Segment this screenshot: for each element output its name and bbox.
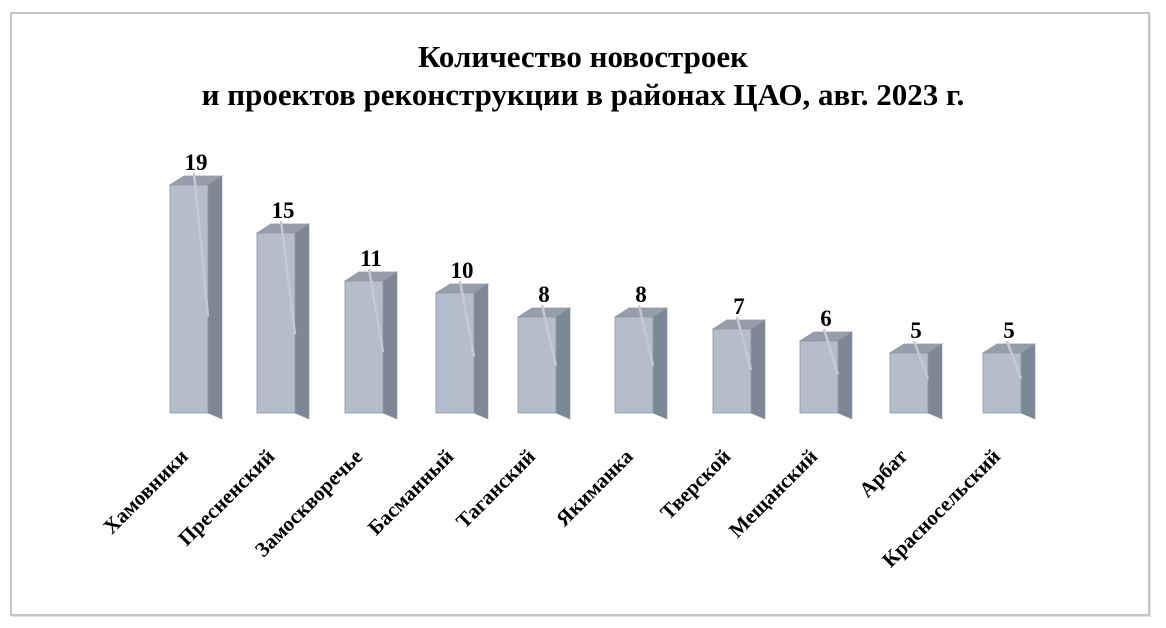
chart-title: Количество новостроек и проектов реконст… — [0, 38, 1166, 114]
value-leader-line — [822, 328, 840, 375]
bar-side-face — [750, 319, 766, 420]
bar-value-label: 8 — [635, 282, 647, 307]
bar-value-label: 5 — [1003, 318, 1015, 343]
bar-value-label: 11 — [360, 246, 382, 271]
bar-side-face — [294, 223, 310, 420]
bar-front-face — [799, 340, 839, 414]
chart-title-line2: и проектов реконструкции в районах ЦАО, … — [201, 77, 965, 112]
bar-value-label: 15 — [271, 198, 295, 223]
bar-side-face — [837, 331, 853, 420]
bar-side-face — [652, 307, 668, 420]
bar-front-face — [712, 328, 752, 414]
bar-side-face — [207, 175, 223, 420]
bar-front-face — [614, 316, 654, 414]
bar-front-face — [344, 280, 384, 414]
bar-side-face — [927, 343, 943, 420]
value-leader-line — [192, 172, 210, 317]
bar-side-face — [382, 271, 398, 420]
bar-front-face — [256, 232, 296, 414]
value-leader-line — [912, 340, 930, 380]
value-leader-line — [367, 268, 385, 353]
bar-value-label: 8 — [538, 282, 550, 307]
value-leader-line — [1005, 340, 1023, 380]
bar-value-label: 10 — [450, 258, 474, 283]
bar-side-face — [473, 283, 489, 420]
bar-front-face — [889, 352, 929, 414]
bar-value-label: 7 — [733, 294, 745, 319]
bar-front-face — [517, 316, 557, 414]
chart-title-line1: Количество новостроек — [417, 39, 748, 74]
value-leader-line — [637, 304, 655, 366]
bar-value-label: 5 — [910, 318, 922, 343]
bar-front-face — [982, 352, 1022, 414]
bar-front-face — [435, 292, 475, 414]
value-leader-line — [279, 220, 297, 335]
value-leader-line — [540, 304, 558, 366]
bar-value-label: 19 — [184, 150, 208, 175]
bar-side-face — [1020, 343, 1036, 420]
value-leader-line — [735, 316, 753, 371]
bar-side-face — [555, 307, 571, 420]
bar-front-face — [169, 184, 209, 414]
bar-value-label: 6 — [820, 306, 832, 331]
value-leader-line — [458, 280, 476, 357]
